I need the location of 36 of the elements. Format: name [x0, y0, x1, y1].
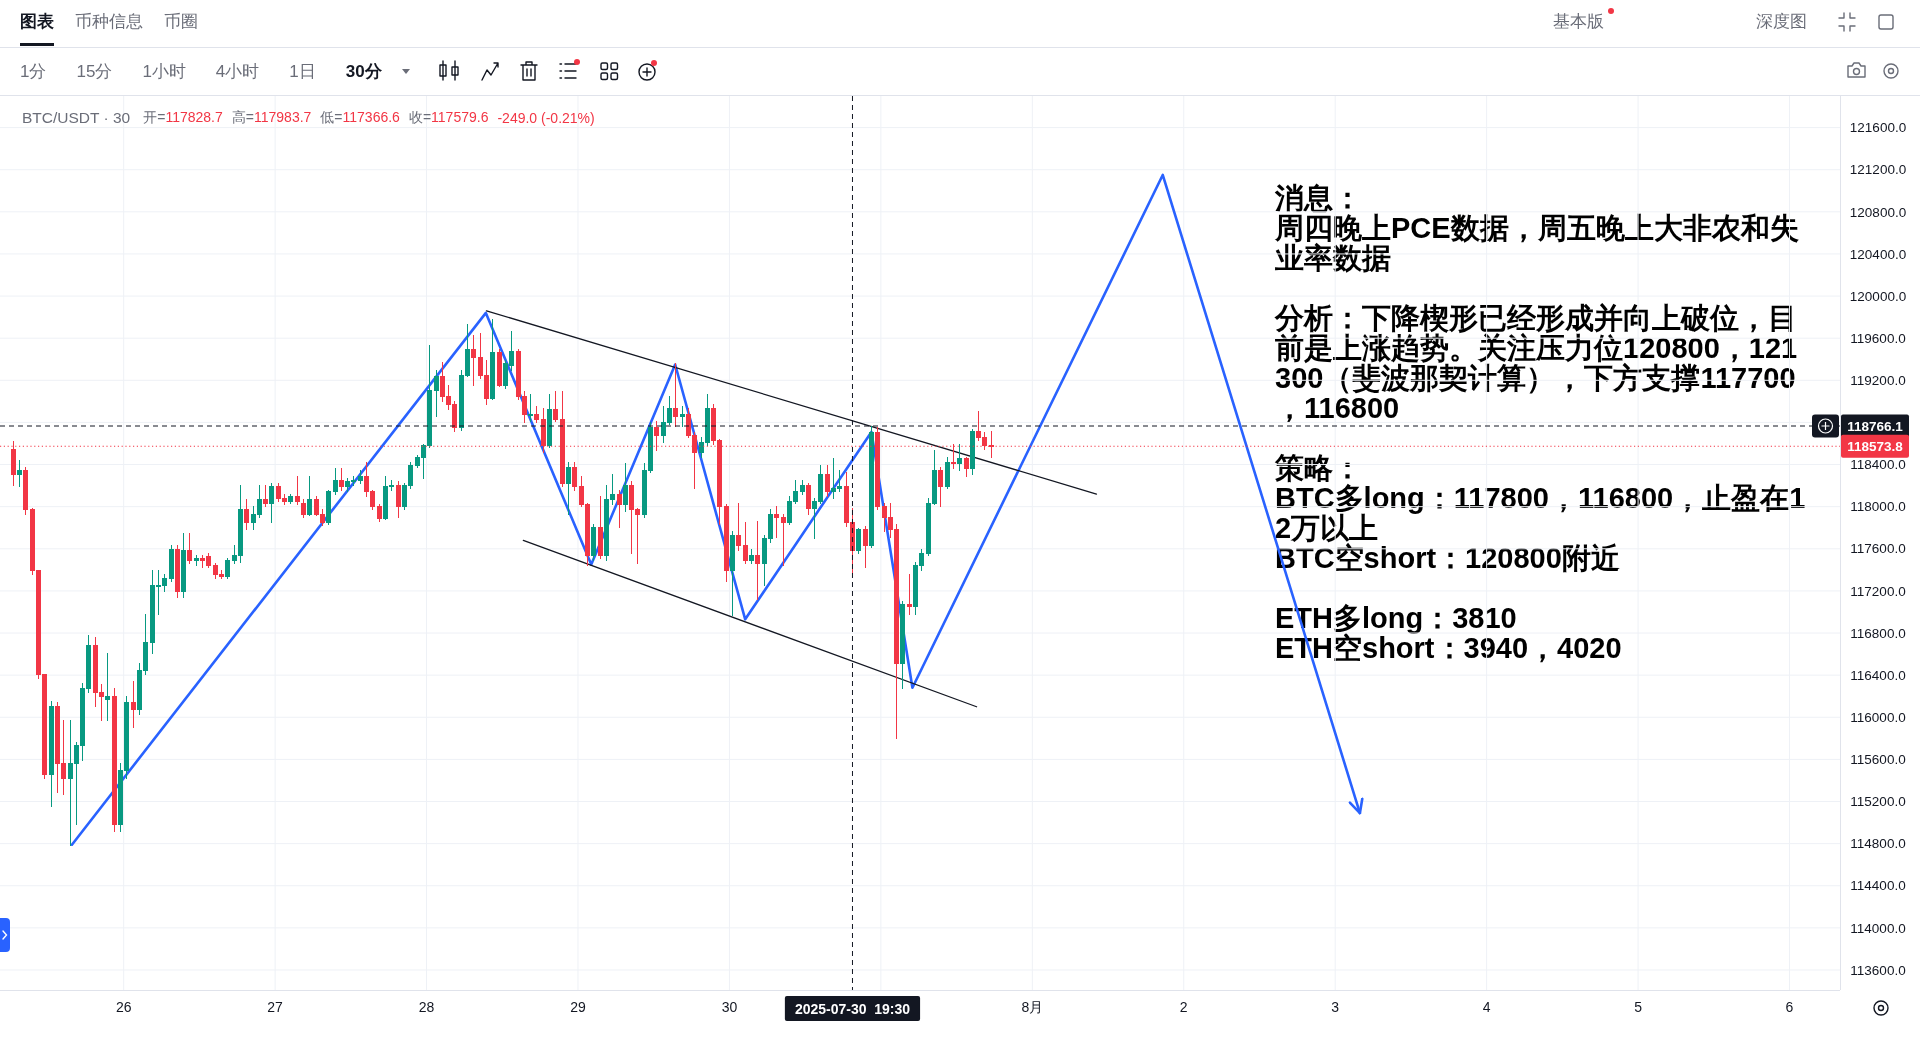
title: BTC/USDT · 30 — [22, 109, 131, 127]
y-tick-label: 120400.0 — [1849, 246, 1907, 262]
x-tick-label: 28 — [418, 999, 435, 1015]
y-tick-label: 114800.0 — [1850, 836, 1906, 852]
y-tick-label: 120800.0 — [1849, 204, 1907, 220]
ref-line-label: 118766.1 — [1847, 419, 1904, 434]
x-tick-label: 2 — [1179, 999, 1188, 1015]
x-tick-label: 27 — [267, 999, 284, 1015]
x-tick-label: 8月 — [1021, 999, 1044, 1015]
y-tick-label: 117600.0 — [1850, 541, 1906, 557]
change: -249.0 (-0.21%) — [497, 110, 595, 126]
x-tick-label: 6 — [1785, 999, 1794, 1015]
y-tick-label: 118000.0 — [1850, 499, 1906, 515]
y-tick-label: 121200.0 — [1849, 162, 1907, 178]
y-tick-label: 113600.0 — [1850, 962, 1906, 978]
y-tick-label: 121600.0 — [1849, 120, 1907, 136]
y-tick-label: 120000.0 — [1849, 288, 1907, 304]
y-tick-label: 116000.0 — [1850, 709, 1906, 725]
x-tick-label: 4 — [1482, 999, 1491, 1015]
y-tick-label: 114000.0 — [1850, 920, 1906, 936]
x-tick-label: 5 — [1634, 999, 1643, 1015]
y-tick-label: 119200.0 — [1850, 373, 1906, 389]
y-tick-label: 115600.0 — [1850, 752, 1906, 768]
x-tick-label: 3 — [1331, 999, 1340, 1015]
y-tick-label: 114400.0 — [1850, 878, 1906, 894]
ref-line-label: 2025-07-30 19:30 — [794, 1000, 911, 1017]
y-tick-label: 119600.0 — [1850, 330, 1906, 346]
x-tick-label: 29 — [570, 999, 586, 1015]
y-tick-label: 116800.0 — [1850, 625, 1906, 641]
x-tick-label: 26 — [115, 999, 132, 1015]
y-tick-label: 115200.0 — [1850, 794, 1906, 810]
y-tick-label: 118400.0 — [1850, 457, 1906, 473]
x-tick-label: 30 — [721, 999, 738, 1015]
y-tick-label: 117200.0 — [1850, 583, 1906, 599]
y-tick-label: 116400.0 — [1850, 667, 1906, 683]
ref-line-label: 118573.8 — [1847, 439, 1904, 455]
